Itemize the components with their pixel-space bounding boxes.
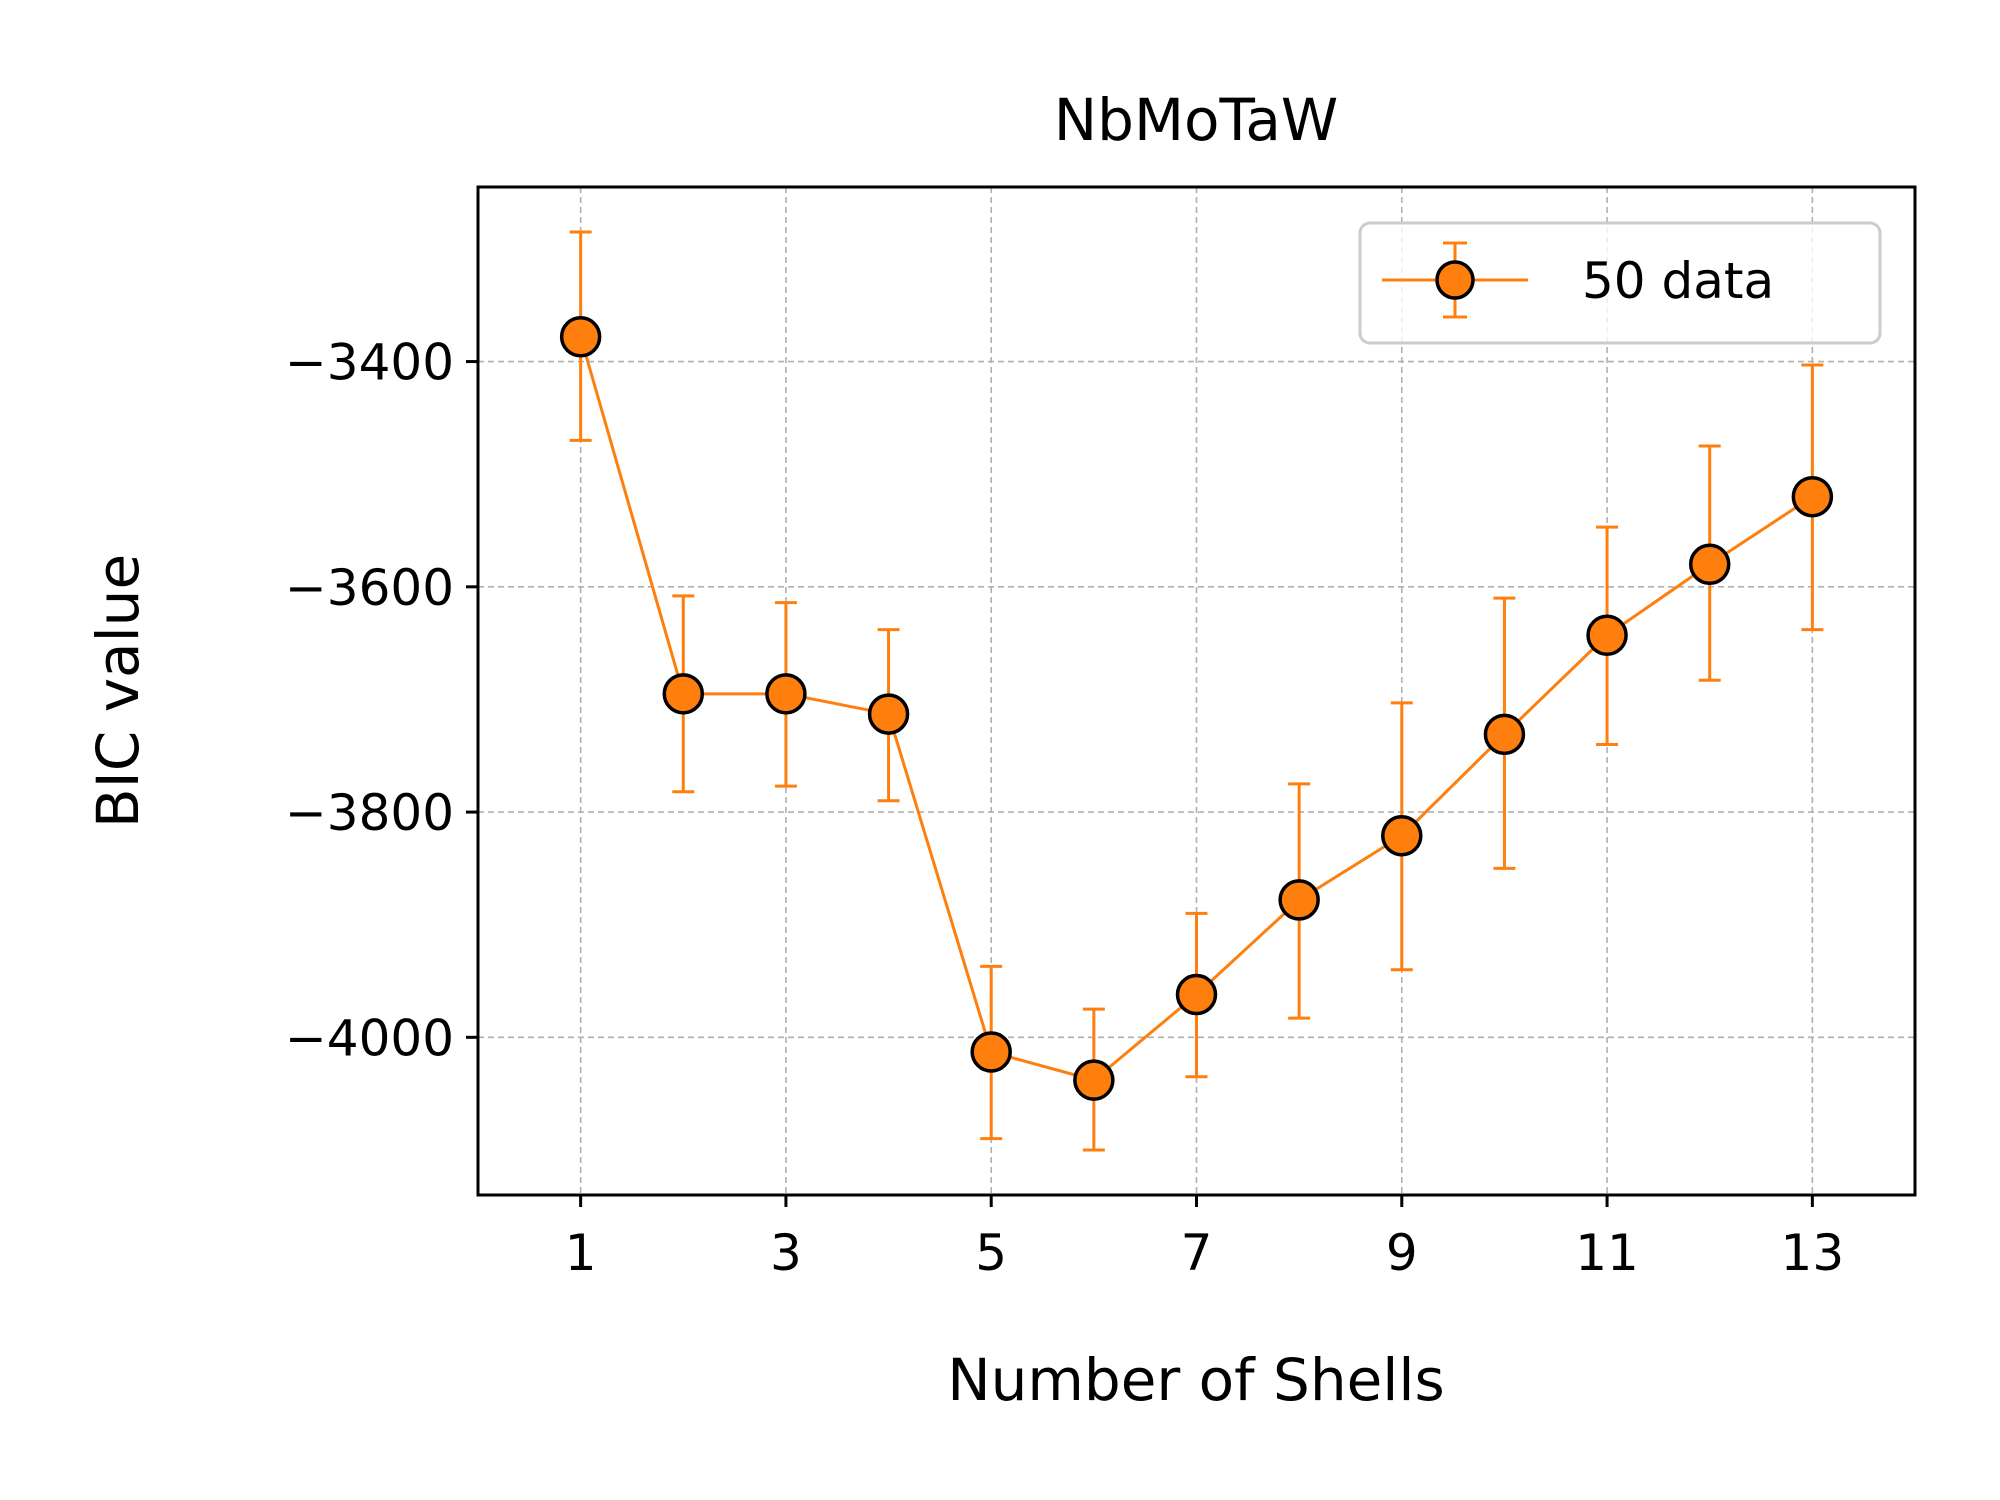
data-point xyxy=(1278,879,1320,921)
y-axis-ticks: −4000 −3800 −3600 −3400 xyxy=(285,334,478,1067)
y-tick-label: −3800 xyxy=(285,784,454,842)
y-tick-label: −3400 xyxy=(285,334,454,392)
x-axis-label: Number of Shells xyxy=(947,1346,1444,1414)
data-points xyxy=(559,316,1834,1101)
x-tick-label: 5 xyxy=(975,1224,1007,1282)
x-tick-label: 1 xyxy=(565,1224,597,1282)
y-tick-label: −4000 xyxy=(285,1009,454,1067)
x-axis-ticks: 1 3 5 7 9 11 13 xyxy=(565,1195,1844,1282)
data-point xyxy=(1073,1059,1115,1101)
data-point xyxy=(867,693,910,735)
chart-title: NbMoTaW xyxy=(1054,86,1338,154)
y-tick-label: −3600 xyxy=(285,559,454,617)
x-tick-label: 11 xyxy=(1575,1224,1639,1282)
legend: 50 data xyxy=(1358,221,1882,345)
data-point xyxy=(765,673,807,715)
data-point xyxy=(970,1031,1012,1073)
legend-marker xyxy=(1435,260,1475,300)
legend-label: 50 data xyxy=(1582,252,1774,310)
data-point xyxy=(662,673,705,715)
x-tick-label: 7 xyxy=(1181,1224,1213,1282)
data-point xyxy=(559,316,602,358)
data-point xyxy=(1791,475,1834,518)
data-point xyxy=(1381,814,1423,857)
legend-box xyxy=(1358,221,1882,345)
x-tick-label: 3 xyxy=(770,1224,802,1282)
data-point xyxy=(1483,713,1526,756)
data-point xyxy=(1586,614,1628,657)
x-tick-label: 9 xyxy=(1386,1224,1418,1282)
y-axis-label: BIC value xyxy=(84,554,152,828)
data-point xyxy=(1688,543,1731,586)
x-tick-label: 13 xyxy=(1781,1224,1845,1282)
data-point xyxy=(1175,973,1218,1016)
